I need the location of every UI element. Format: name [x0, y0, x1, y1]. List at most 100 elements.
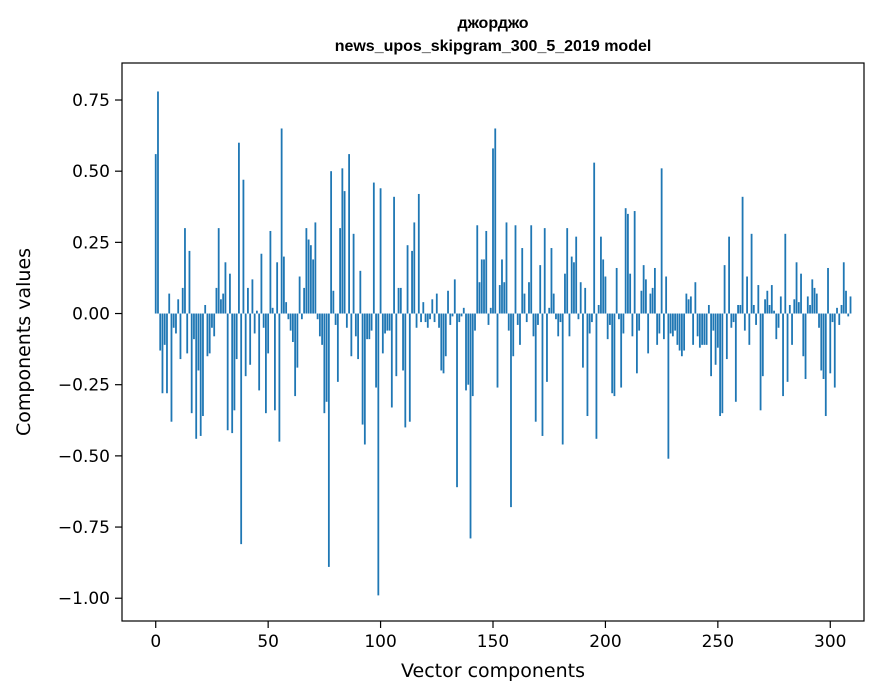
bar-156 [505, 222, 508, 314]
bar-298 [824, 313, 827, 417]
bar-86 [348, 154, 350, 314]
bar-194 [591, 313, 593, 323]
bar-127 [440, 313, 443, 371]
bar-7 [170, 313, 173, 422]
bar-90 [357, 313, 359, 360]
bar-42 [249, 313, 252, 365]
bar-244 [703, 313, 706, 345]
bar-118 [420, 313, 422, 323]
bar-222 [653, 267, 656, 314]
bar-300 [829, 313, 832, 374]
bar-65 [300, 313, 303, 320]
bar-173 [543, 228, 546, 314]
bar-95 [368, 313, 371, 340]
bar-142 [474, 313, 476, 331]
bar-33 [229, 273, 231, 314]
bar-112 [406, 245, 409, 314]
bar-289 [804, 313, 807, 380]
bar-2 [159, 313, 162, 351]
bar-240 [694, 282, 697, 314]
bar-172 [541, 313, 544, 436]
bar-164 [523, 293, 526, 314]
bar-264 [748, 313, 751, 345]
x-axis: 0 50 100 150 200 250 300 [150, 621, 846, 652]
bar-22 [204, 304, 207, 314]
bar-252 [721, 313, 724, 414]
bar-305 [840, 304, 843, 314]
bar-18 [195, 313, 198, 439]
bar-119 [422, 302, 425, 314]
bar-260 [739, 304, 742, 314]
bar-166 [528, 282, 530, 314]
bar-283 [791, 313, 793, 345]
bar-38 [240, 313, 243, 545]
bar-1 [157, 91, 159, 314]
bar-196 [595, 313, 598, 439]
bar-249 [714, 313, 717, 365]
y-tick-label-4: −0.25 [58, 376, 110, 396]
bar-81 [336, 313, 339, 382]
bar-174 [546, 313, 548, 382]
bar-76 [325, 313, 328, 402]
bar-237 [687, 299, 690, 314]
bar-122 [429, 313, 431, 320]
bar-216 [640, 290, 643, 314]
bar-50 [267, 313, 270, 354]
bar-179 [557, 313, 560, 337]
bar-73 [318, 313, 321, 337]
bar-261 [741, 196, 744, 314]
bar-58 [285, 302, 288, 314]
bar-288 [802, 313, 805, 357]
bar-198 [600, 236, 602, 314]
bar-89 [354, 313, 357, 337]
x-axis-label: Vector components [401, 660, 585, 682]
bar-292 [811, 279, 814, 314]
bar-278 [779, 296, 782, 314]
bar-270 [761, 313, 764, 377]
bar-82 [339, 228, 341, 314]
bar-47 [260, 253, 263, 314]
bar-308 [847, 313, 850, 317]
x-tick-label-0: 0 [150, 632, 161, 652]
bar-279 [782, 313, 784, 397]
bar-228 [667, 313, 670, 459]
bar-67 [305, 228, 308, 314]
bar-268 [757, 285, 760, 314]
bar-36 [235, 313, 238, 360]
bar-27 [215, 287, 218, 314]
bar-175 [548, 307, 551, 314]
bar-34 [231, 313, 234, 434]
y-tick-label-6: −0.75 [58, 518, 110, 538]
bar-29 [220, 299, 222, 314]
bar-115 [413, 222, 416, 314]
bar-12 [181, 287, 184, 314]
bar-203 [611, 313, 614, 394]
bar-123 [431, 299, 434, 314]
bar-275 [773, 310, 775, 314]
bar-145 [480, 259, 483, 314]
bar-5 [166, 313, 168, 394]
bar-28 [217, 228, 220, 314]
bar-223 [656, 313, 659, 345]
x-tick-label-200: 200 [589, 632, 621, 652]
y-axis: 0.75 0.50 0.25 0.00 −0.25 −0.50 −0.75 −1.00 [58, 91, 122, 609]
bar-84 [343, 191, 346, 314]
bar-185 [570, 256, 573, 314]
bar-8 [172, 313, 175, 328]
bar-291 [809, 304, 811, 314]
bar-136 [460, 313, 463, 317]
bar-302 [833, 313, 836, 388]
bar-45 [256, 310, 258, 314]
bar-101 [381, 313, 384, 354]
bar-188 [577, 313, 580, 320]
bar-154 [501, 259, 503, 314]
bar-234 [680, 313, 683, 357]
bar-30 [222, 293, 225, 314]
bar-153 [498, 285, 501, 314]
bar-37 [238, 142, 240, 314]
bar-141 [471, 313, 474, 397]
bar-190 [582, 313, 584, 368]
x-tick-label-100: 100 [364, 632, 396, 652]
bar-254 [725, 313, 728, 360]
